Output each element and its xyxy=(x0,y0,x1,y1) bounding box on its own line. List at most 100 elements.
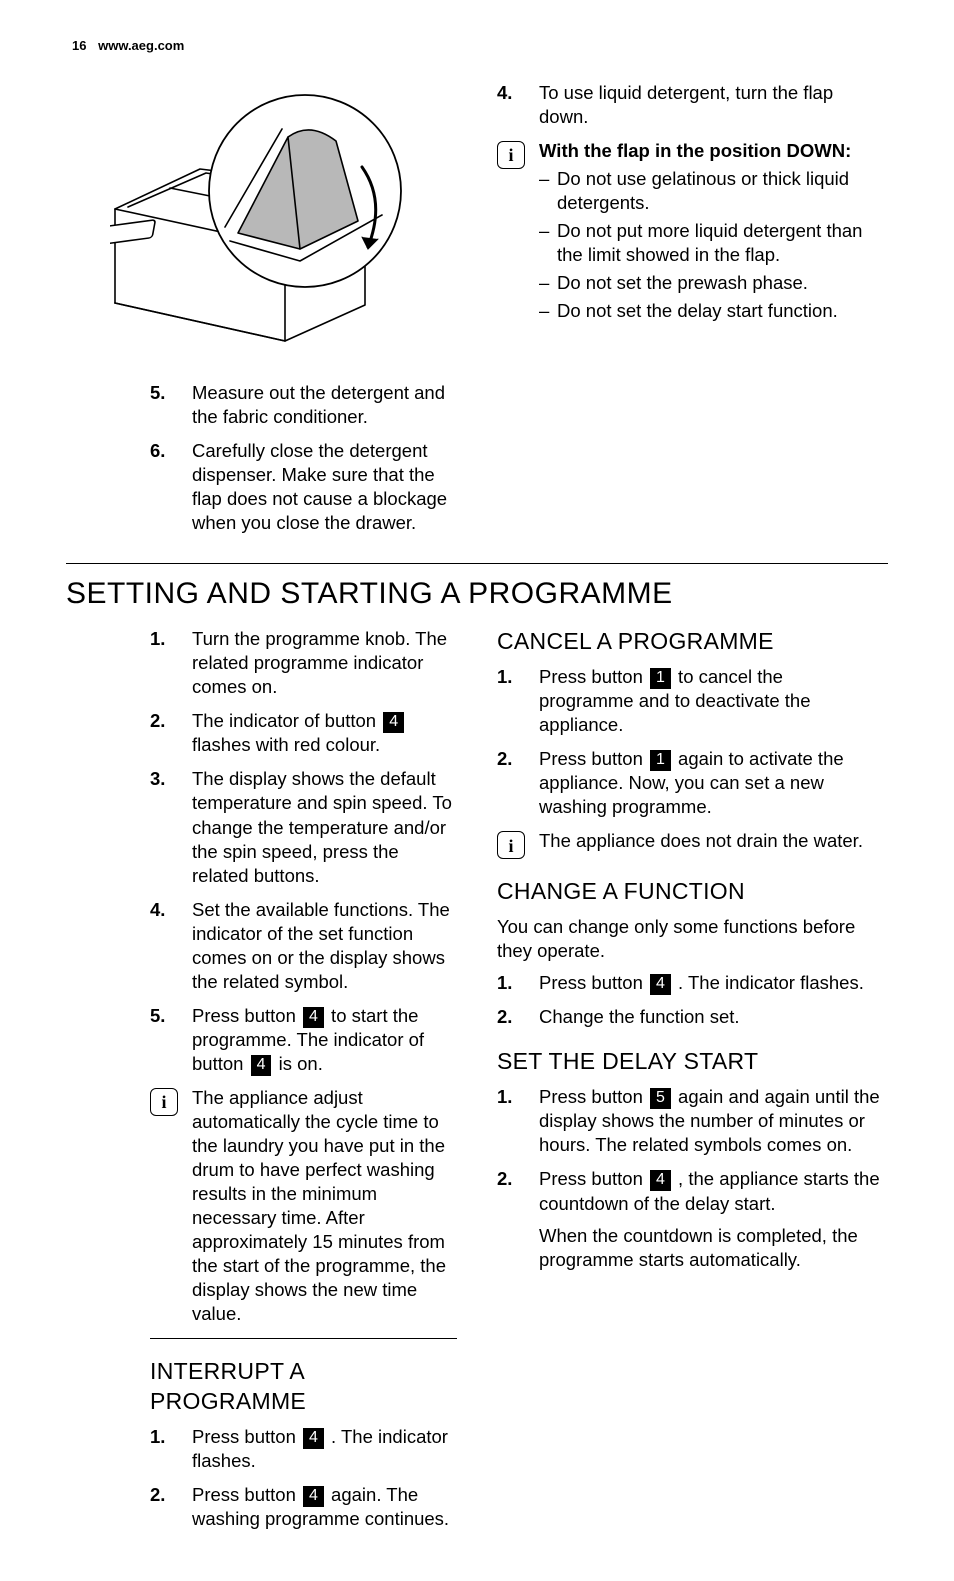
page-header: 16 www.aeg.com xyxy=(72,38,882,55)
interrupt-title: INTERRUPT A PROGRAMME xyxy=(150,1357,457,1417)
change-intro: You can change only some functions befor… xyxy=(497,915,882,963)
list-item: 2.Press button 1 again to activate the a… xyxy=(497,747,882,819)
button-badge: 4 xyxy=(650,1170,671,1191)
change-title: CHANGE A FUNCTION xyxy=(497,877,882,907)
flap-down-list: Do not use gelatinous or thick liquid de… xyxy=(539,167,882,323)
upper-section: 5.Measure out the detergent and the fabr… xyxy=(72,81,882,545)
info-body: The appliance adjust automatically the c… xyxy=(192,1086,457,1326)
detergent-drawer-illustration xyxy=(110,81,420,351)
list-extra: When the countdown is completed, the pro… xyxy=(539,1224,882,1272)
info-title: With the flap in the position DOWN: xyxy=(539,139,882,163)
section-title: SETTING AND STARTING A PROGRAMME xyxy=(66,574,882,613)
upper-left-steps: 5.Measure out the detergent and the fabr… xyxy=(150,381,457,535)
upper-left-col: 5.Measure out the detergent and the fabr… xyxy=(72,81,457,545)
info-icon-wrap xyxy=(497,829,539,859)
list-item: 1.Press button 4 . The indicator flashes… xyxy=(150,1425,457,1473)
info-body: With the flap in the position DOWN: Do n… xyxy=(539,139,882,327)
button-badge: 4 xyxy=(303,1428,324,1449)
list-item: 2.Press button 4 , the appliance starts … xyxy=(497,1167,882,1271)
list-item: 2.The indicator of button 4 flashes with… xyxy=(150,709,457,757)
button-badge: 5 xyxy=(650,1088,671,1109)
info-body: The appliance does not drain the water. xyxy=(539,829,882,859)
list-item: 5.Measure out the detergent and the fabr… xyxy=(150,381,457,429)
lower-left-col: 1.Turn the programme knob. The related p… xyxy=(72,627,457,1541)
lower-section: 1.Turn the programme knob. The related p… xyxy=(72,627,882,1541)
button-badge: 1 xyxy=(650,750,671,771)
list-item: 4.Set the available functions. The indic… xyxy=(150,898,457,994)
list-text: Press button 4 . The indicator flashes. xyxy=(192,1425,457,1473)
list-number: 4. xyxy=(150,898,192,994)
list-item: 1.Press button 1 to cancel the programme… xyxy=(497,665,882,737)
list-text: To use liquid detergent, turn the flap d… xyxy=(539,81,882,129)
list-item: 2.Press button 4 again. The washing prog… xyxy=(150,1483,457,1531)
cancel-steps: 1.Press button 1 to cancel the programme… xyxy=(497,665,882,819)
list-number: 5. xyxy=(150,381,192,429)
list-item: 1.Press button 5 again and again until t… xyxy=(497,1085,882,1157)
start-programme-steps: 1.Turn the programme knob. The related p… xyxy=(150,627,457,1076)
list-number: 1. xyxy=(497,971,539,995)
info-icon-wrap xyxy=(150,1086,192,1326)
list-text: The indicator of button 4 flashes with r… xyxy=(192,709,457,757)
button-badge: 4 xyxy=(303,1486,324,1507)
delay-title: SET THE DELAY START xyxy=(497,1047,882,1077)
list-text: Press button 4 , the appliance starts th… xyxy=(539,1167,882,1271)
list-item: 3.The display shows the default temperat… xyxy=(150,767,457,887)
cancel-title: CANCEL A PROGRAMME xyxy=(497,627,882,657)
button-badge: 4 xyxy=(383,712,404,733)
list-text: Turn the programme knob. The related pro… xyxy=(192,627,457,699)
auto-adjust-info: The appliance adjust automatically the c… xyxy=(150,1086,457,1339)
list-number: 2. xyxy=(150,709,192,757)
list-text: Set the available functions. The indicat… xyxy=(192,898,457,994)
list-text: Change the function set. xyxy=(539,1005,882,1029)
list-text: Carefully close the detergent dispenser.… xyxy=(192,439,457,535)
delay-steps: 1.Press button 5 again and again until t… xyxy=(497,1085,882,1271)
site-url: www.aeg.com xyxy=(98,38,184,53)
list-text: Press button 4 . The indicator flashes. xyxy=(539,971,882,995)
list-item: 4.To use liquid detergent, turn the flap… xyxy=(497,81,882,129)
interrupt-steps: 1.Press button 4 . The indicator flashes… xyxy=(150,1425,457,1531)
list-number: 2. xyxy=(497,1005,539,1029)
button-badge: 4 xyxy=(251,1055,272,1076)
list-number: 2. xyxy=(497,747,539,819)
dash-item: Do not set the prewash phase. xyxy=(539,271,882,295)
list-number: 1. xyxy=(150,627,192,699)
list-text: Measure out the detergent and the fabric… xyxy=(192,381,457,429)
list-text: Press button 4 again. The washing progra… xyxy=(192,1483,457,1531)
change-steps: 1.Press button 4 . The indicator flashes… xyxy=(497,971,882,1029)
list-number: 4. xyxy=(497,81,539,129)
dash-item: Do not use gelatinous or thick liquid de… xyxy=(539,167,882,215)
no-drain-info: The appliance does not drain the water. xyxy=(497,829,882,859)
button-badge: 4 xyxy=(650,974,671,995)
list-number: 3. xyxy=(150,767,192,887)
button-badge: 1 xyxy=(650,668,671,689)
info-icon xyxy=(497,831,525,859)
button-badge: 4 xyxy=(303,1007,324,1028)
info-icon xyxy=(497,141,525,169)
list-item: 1.Press button 4 . The indicator flashes… xyxy=(497,971,882,995)
list-item: 2.Change the function set. xyxy=(497,1005,882,1029)
dash-item: Do not set the delay start function. xyxy=(539,299,882,323)
list-text: Press button 5 again and again until the… xyxy=(539,1085,882,1157)
upper-right-steps: 4.To use liquid detergent, turn the flap… xyxy=(497,81,882,129)
info-icon-wrap xyxy=(497,139,539,327)
list-item: 5.Press button 4 to start the programme.… xyxy=(150,1004,457,1076)
info-icon xyxy=(150,1088,178,1116)
list-item: 1.Turn the programme knob. The related p… xyxy=(150,627,457,699)
list-number: 2. xyxy=(150,1483,192,1531)
list-number: 2. xyxy=(497,1167,539,1271)
list-item: 6.Carefully close the detergent dispense… xyxy=(150,439,457,535)
list-text: Press button 4 to start the programme. T… xyxy=(192,1004,457,1076)
list-text: Press button 1 again to activate the app… xyxy=(539,747,882,819)
section-divider xyxy=(66,563,888,564)
list-number: 1. xyxy=(150,1425,192,1473)
list-number: 5. xyxy=(150,1004,192,1076)
list-text: Press button 1 to cancel the programme a… xyxy=(539,665,882,737)
page-number: 16 xyxy=(72,38,86,53)
list-text: The display shows the default temperatur… xyxy=(192,767,457,887)
list-number: 6. xyxy=(150,439,192,535)
list-number: 1. xyxy=(497,1085,539,1157)
list-number: 1. xyxy=(497,665,539,737)
lower-right-col: CANCEL A PROGRAMME 1.Press button 1 to c… xyxy=(497,627,882,1541)
dash-item: Do not put more liquid detergent than th… xyxy=(539,219,882,267)
upper-right-col: 4.To use liquid detergent, turn the flap… xyxy=(497,81,882,545)
